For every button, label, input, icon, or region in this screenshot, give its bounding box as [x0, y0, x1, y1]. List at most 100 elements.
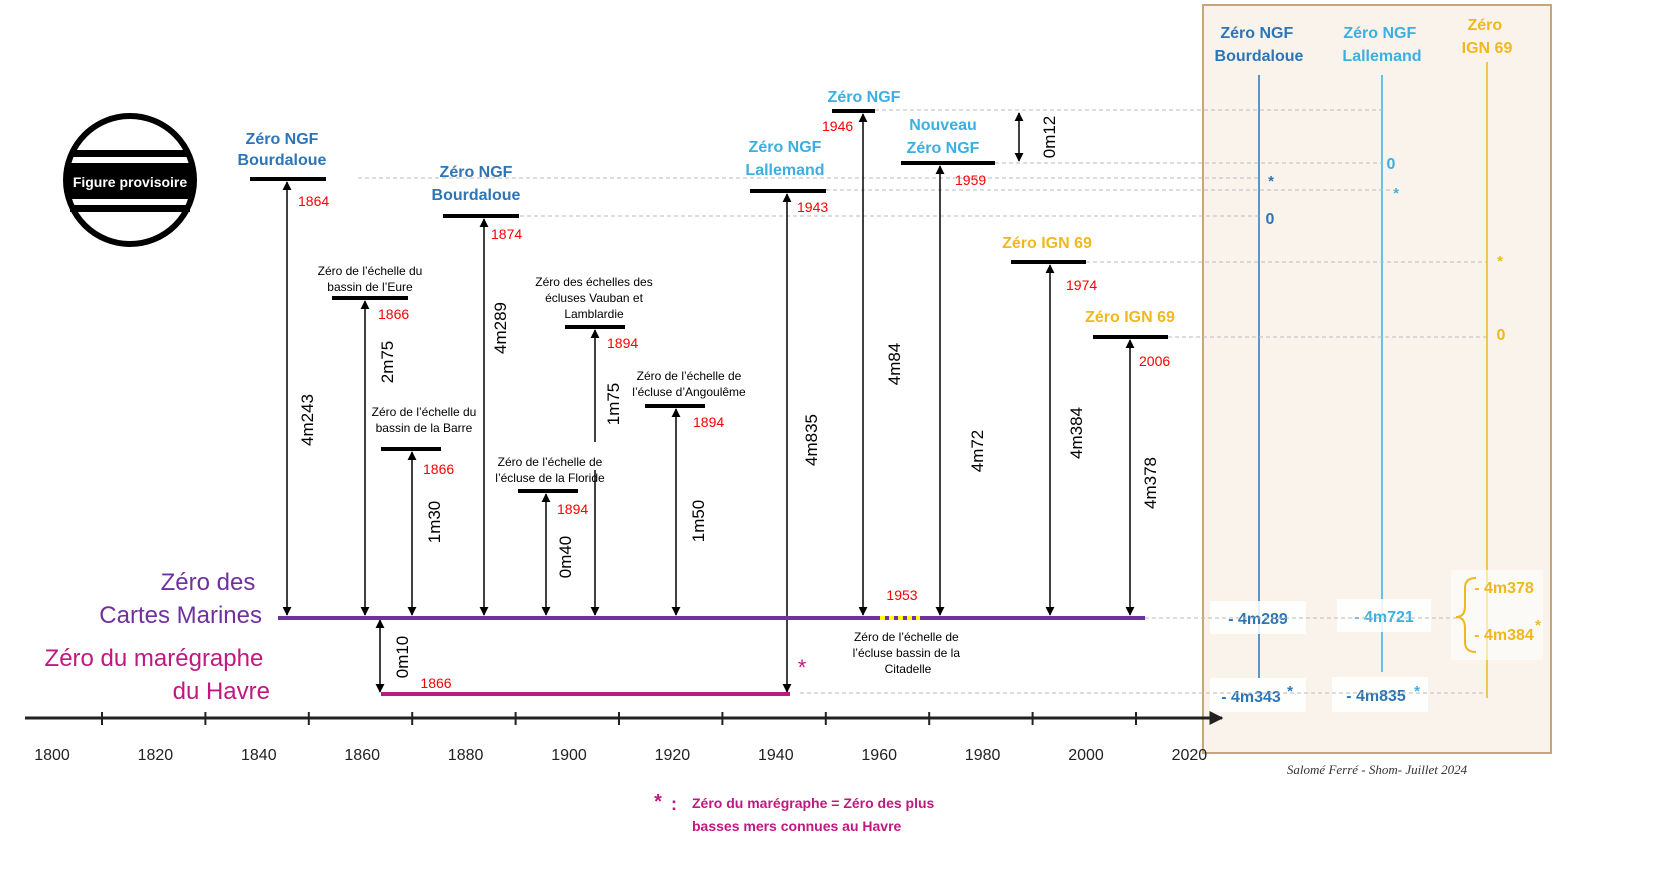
panel-col3-title-l1: Zéro — [1467, 17, 1502, 34]
datum-height-barre-1866: 1m30 — [425, 501, 444, 544]
citadelle-year: 1953 — [886, 587, 917, 603]
panel-col2-mar-value: - 4m835 — [1346, 688, 1406, 705]
datum-title-line: Zéro des échelles des — [535, 275, 652, 289]
maregraphe-label: Zéro du marégraphe du Havre — [45, 645, 270, 705]
panel-credit: Salomé Ferré - Shom- Juillet 2024 — [1287, 762, 1468, 777]
footnote-colon: : — [671, 794, 677, 814]
datum-title-ign69-1974: Zéro IGN 69 — [1002, 235, 1092, 252]
datum-height-ngf-bourdaloue-1874: 4m289 — [491, 302, 510, 354]
panel-col3-cm-star: * — [1535, 617, 1541, 634]
datum-title-ngf-1946: Zéro NGF — [828, 89, 901, 106]
panel-col3-zero-bg — [1490, 323, 1510, 345]
axis-label-1820: 1820 — [138, 747, 174, 764]
datum-title-ign69-2006: Zéro IGN 69 — [1085, 309, 1175, 326]
maregraphe-label-l2: du Havre — [173, 678, 270, 705]
maregraphe-star: * — [798, 655, 807, 680]
datum-height-vauban-1894: 1m75 — [604, 383, 623, 426]
axis-label-1940: 1940 — [758, 747, 794, 764]
datum-height-ign69-2006: 4m378 — [1141, 457, 1160, 509]
panel-col1-mar-box — [1210, 678, 1306, 712]
panel-col3-brace — [1455, 577, 1477, 653]
axis-label-1980: 1980 — [965, 747, 1001, 764]
axis-label-1960: 1960 — [861, 747, 897, 764]
panel-col2-mar-star: * — [1414, 683, 1420, 700]
panel-col1-zero-bg — [1261, 206, 1279, 228]
maregraphe-year: 1866 — [420, 675, 451, 691]
datum-title-floride-1894: Zéro de l’échelle de l’écluse de la Flori… — [495, 455, 605, 485]
reference-lines — [358, 109, 1487, 694]
panel-col2-star: * — [1393, 185, 1399, 202]
datum-title-barre-1866: Zéro de l’échelle du bassin de la Barre — [372, 405, 477, 435]
datum-labels: Zéro NGF Bourdaloue 1864 4m243 Zéro de l’éch… — [238, 89, 1175, 678]
cartes-marines-label-l2: Cartes Marines — [99, 602, 262, 629]
cartes-marines-label: Zéro des Cartes Marines — [99, 569, 262, 629]
panel-col1-title: Zéro NGF Bourdaloue — [1215, 25, 1304, 65]
datum-title-vauban-1894: Zéro des échelles des écluses Vauban et La… — [535, 275, 652, 321]
panel-col3-cm-value-2: - 4m384 — [1474, 627, 1534, 644]
citadelle-label-l3: Citadelle — [885, 662, 932, 676]
gap-label-0m12: 0m12 — [1040, 116, 1059, 159]
citadelle-label-l1: Zéro de l’échelle de — [854, 630, 959, 644]
panel-col2-title-l1: Zéro NGF — [1343, 25, 1416, 42]
panel-col3-star: * — [1497, 253, 1503, 270]
axis-label-1920: 1920 — [655, 747, 691, 764]
footnote-line-2: basses mers connues au Havre — [692, 818, 902, 834]
datum-title-line: Zéro NGF — [246, 131, 319, 148]
datum-title-angouleme-1894: Zéro de l’échelle de l’écluse d’Angoulême — [632, 369, 746, 399]
axis-label-1840: 1840 — [241, 747, 277, 764]
datum-height-eure-1866: 2m75 — [378, 341, 397, 384]
datum-title-line: Zéro NGF — [440, 164, 513, 181]
datum-title-ngf-lallemand-1943: Zéro NGF Lallemand — [745, 139, 824, 179]
datum-title-line: Zéro de l’échelle de — [637, 369, 742, 383]
datum-title-line: Zéro NGF — [828, 89, 901, 106]
datum-height-ngf-1946: 4m84 — [885, 343, 904, 386]
panel-col3-title-l2: IGN 69 — [1462, 40, 1513, 57]
panel-col2-cm-box — [1337, 599, 1431, 632]
datum-title-line: écluses Vauban et — [545, 291, 644, 305]
datum-title-line: Zéro de l’échelle du — [318, 264, 423, 278]
maregraphe-label-l1: Zéro du marégraphe — [45, 645, 264, 672]
badge-label: Figure provisoire — [73, 174, 188, 190]
datum-year-ngf-bourdaloue-1864: 1864 — [298, 193, 329, 209]
datum-year-ngf-bourdaloue-1874: 1874 — [491, 226, 522, 242]
datum-title-line: Bourdaloue — [432, 187, 521, 204]
panel-col2-mar-box — [1332, 677, 1428, 712]
datum-title-line: l’écluse de la Floride — [495, 471, 605, 485]
axis-label-1880: 1880 — [448, 747, 484, 764]
datum-height-floride-1894: 0m40 — [556, 536, 575, 579]
footnote-text: Zéro du marégraphe = Zéro des plus basse… — [692, 795, 938, 834]
datum-height-nouveau-ngf-1959: 4m72 — [968, 430, 987, 473]
panel-col1-star: * — [1268, 173, 1274, 190]
datum-title-line: l’écluse d’Angoulême — [632, 385, 746, 399]
datum-height-ngf-lallemand-1943: 4m835 — [802, 414, 821, 466]
footnote-star: * — [654, 791, 662, 813]
panel-col3-zero: 0 — [1497, 327, 1506, 344]
datum-title-line: bassin de la Barre — [376, 421, 473, 435]
axis-label-1800: 1800 — [34, 747, 70, 764]
datum-year-eure-1866: 1866 — [378, 306, 409, 322]
citadelle-label: Zéro de l’échelle de l’écluse bassin de … — [853, 630, 964, 676]
datum-title-line: Bourdaloue — [238, 152, 327, 169]
datum-title-line: Zéro de l’échelle de — [498, 455, 603, 469]
datum-bars — [250, 109, 1168, 493]
axis-label-1900: 1900 — [551, 747, 587, 764]
datum-height-ngf-bourdaloue-1864: 4m243 — [298, 394, 317, 446]
panel-col1-mar-value: - 4m343 — [1221, 689, 1281, 706]
datum-title-nouveau-ngf-1959: Nouveau Zéro NGF — [907, 117, 980, 157]
citadelle-label-l2: l’écluse bassin de la — [853, 646, 961, 660]
datum-year-vauban-1894: 1894 — [607, 335, 638, 351]
panel-col2-zero-bg — [1383, 152, 1399, 174]
datum-title-line: Zéro IGN 69 — [1085, 309, 1175, 326]
axis-label-2000: 2000 — [1068, 747, 1104, 764]
panel-col1-cm-value: - 4m289 — [1228, 611, 1288, 628]
panel-col3-title: Zéro IGN 69 — [1462, 17, 1513, 57]
datum-year-nouveau-ngf-1959: 1959 — [955, 172, 986, 188]
panel-col2-title-l2: Lallemand — [1342, 48, 1421, 65]
datum-year-ngf-lallemand-1943: 1943 — [797, 199, 828, 215]
comparison-panel: Zéro NGF Bourdaloue Zéro NGF Lallemand Z… — [1202, 4, 1552, 777]
axis-label-2020: 2020 — [1172, 747, 1208, 764]
datum-height-angouleme-1894: 1m50 — [689, 500, 708, 543]
footnote-line-1: Zéro du marégraphe = Zéro des plus — [692, 795, 935, 811]
datum-title-ngf-bourdaloue-1874: Zéro NGF Bourdaloue — [432, 164, 521, 204]
